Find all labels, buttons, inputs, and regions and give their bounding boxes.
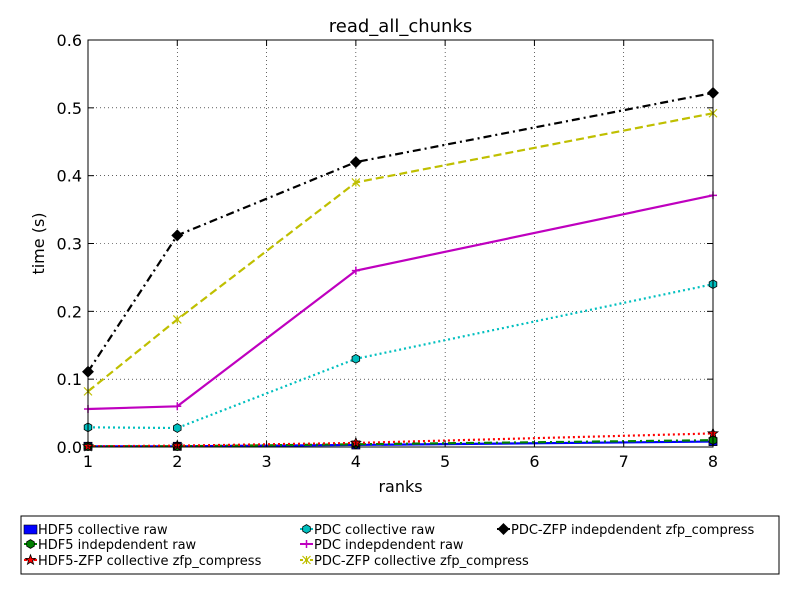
- x-tick-label: 7: [619, 452, 629, 471]
- x-tick-label: 4: [351, 452, 361, 471]
- legend-item: HDF5 collective raw: [23, 523, 168, 538]
- x-axis-label: ranks: [378, 477, 422, 496]
- series-line: [87, 112, 714, 393]
- data-point: [173, 402, 182, 411]
- data-point: [349, 156, 362, 169]
- grid: [88, 40, 713, 447]
- x-tick-label: 5: [440, 452, 450, 471]
- x-tick-label: 6: [529, 452, 539, 471]
- legend-item: HDF5 indepdendent raw: [24, 538, 197, 553]
- legend-item: PDC-ZFP indepdendent zfp_compress: [497, 523, 755, 538]
- legend-label: HDF5 collective raw: [38, 523, 168, 538]
- legend-label: PDC-ZFP indepdendent zfp_compress: [511, 523, 755, 538]
- legend-item: PDC collective raw: [300, 523, 435, 538]
- axis-ticks: 1 2 3 4 5 6 7 8 0.0 0.1 0.2 0.3 0.4 0.5 0.6: [57, 31, 719, 471]
- y-tick-label: 0.0: [57, 438, 82, 457]
- legend-label: HDF5 indepdendent raw: [38, 538, 197, 553]
- legend-item: PDC indepdendent raw: [300, 538, 464, 553]
- data-point: [302, 555, 311, 565]
- x-tick-label: 1: [83, 452, 93, 471]
- legend-label: PDC collective raw: [314, 523, 435, 538]
- y-tick-label: 0.4: [57, 167, 82, 186]
- y-tick-label: 0.2: [57, 302, 82, 321]
- legend-label: PDC-ZFP collective zfp_compress: [314, 554, 529, 569]
- series-line: [87, 432, 714, 448]
- y-tick-label: 0.6: [57, 31, 82, 50]
- legend-item: PDC-ZFP collective zfp_compress: [300, 554, 529, 569]
- data-point: [351, 266, 360, 275]
- data-point: [172, 315, 182, 324]
- series-line: [87, 194, 714, 411]
- data-point: [302, 524, 311, 534]
- data-point: [351, 353, 361, 364]
- series-line: [87, 283, 714, 430]
- data-point: [302, 540, 311, 548]
- data-point: [497, 523, 510, 535]
- series-group: [83, 279, 718, 433]
- chart-title: read_all_chunks: [329, 16, 473, 37]
- legend-frame: [20, 515, 780, 575]
- y-axis-label: time (s): [29, 212, 48, 274]
- data-point: [24, 553, 37, 566]
- data-point: [351, 178, 361, 187]
- series-line: [87, 91, 714, 373]
- legend-item: HDF5-ZFP collective zfp_compress: [24, 553, 262, 569]
- x-tick-label: 3: [261, 452, 271, 471]
- data-point: [171, 229, 184, 242]
- data-point: [173, 423, 182, 433]
- y-tick-label: 0.3: [57, 235, 82, 254]
- legend-swatch: [23, 524, 38, 535]
- legend-label: HDF5-ZFP collective zfp_compress: [38, 554, 262, 569]
- x-tick-label: 8: [708, 452, 718, 471]
- series-group: [82, 86, 719, 378]
- data-point: [26, 539, 35, 549]
- y-tick-label: 0.1: [57, 370, 82, 389]
- legend-label: PDC indepdendent raw: [314, 538, 464, 553]
- x-tick-label: 2: [172, 452, 182, 471]
- y-tick-label: 0.5: [57, 99, 82, 118]
